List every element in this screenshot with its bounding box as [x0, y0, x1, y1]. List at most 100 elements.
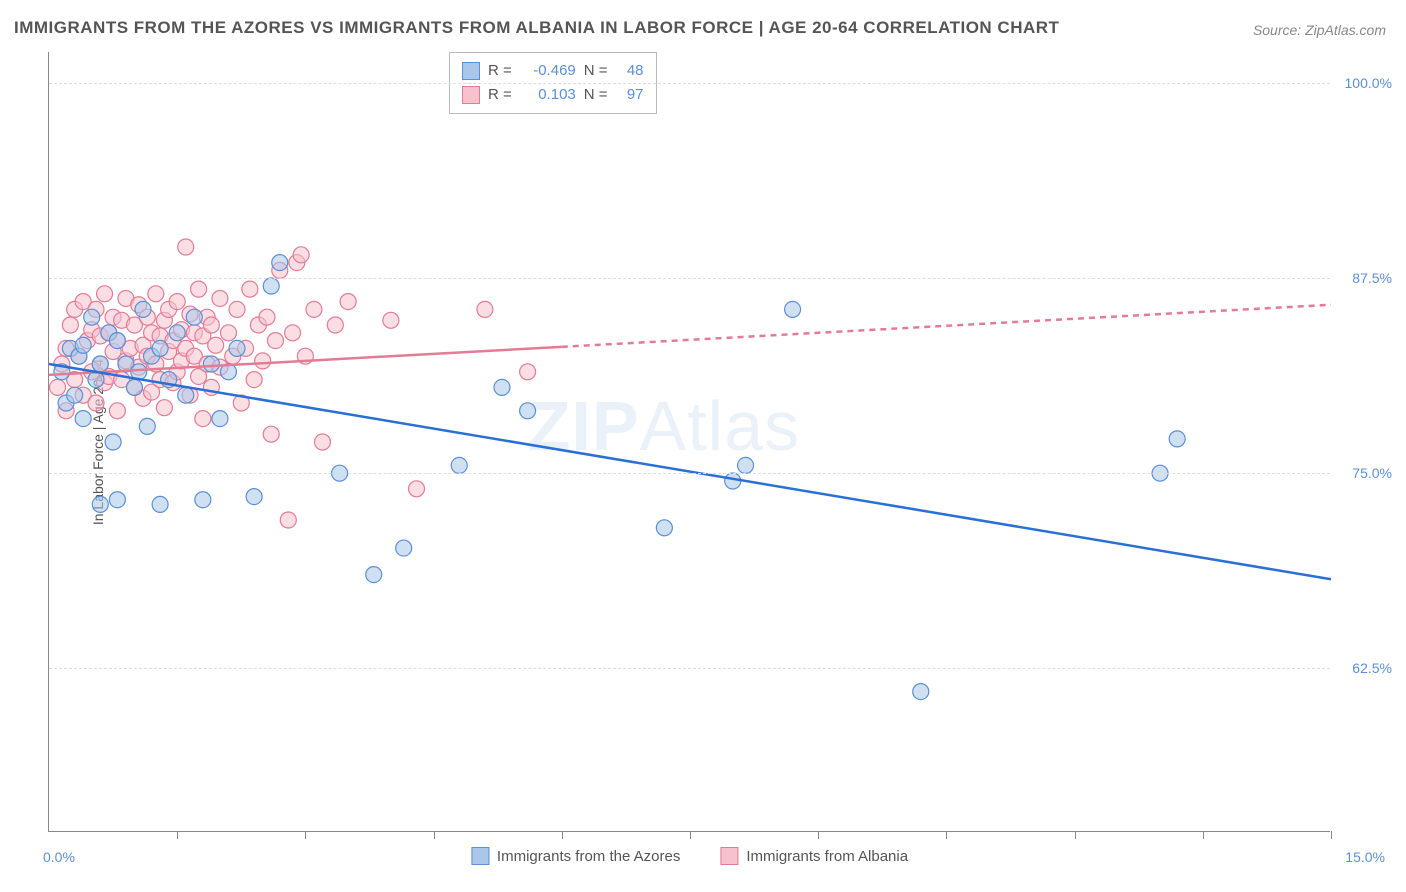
- x-tick: [434, 831, 435, 839]
- data-point: [152, 496, 168, 512]
- data-point: [139, 418, 155, 434]
- gridline: [49, 668, 1330, 669]
- legend-row-b: R = 0.103 N = 97: [462, 83, 644, 107]
- series-a-label: Immigrants from the Azores: [497, 848, 680, 865]
- data-point: [293, 247, 309, 263]
- data-point: [494, 379, 510, 395]
- data-point: [327, 317, 343, 333]
- y-tick-label: 87.5%: [1352, 270, 1392, 286]
- data-point: [105, 434, 121, 450]
- plot-area: In Labor Force | Age 20-64 ZIPAtlas R = …: [48, 52, 1330, 832]
- data-point: [212, 411, 228, 427]
- data-point: [477, 301, 493, 317]
- data-point: [738, 457, 754, 473]
- y-tick-label: 100.0%: [1345, 75, 1392, 91]
- data-point: [246, 489, 262, 505]
- data-point: [520, 364, 536, 380]
- data-point: [92, 356, 108, 372]
- data-point: [263, 426, 279, 442]
- x-tick: [1331, 831, 1332, 839]
- legend-swatch-b: [462, 86, 480, 104]
- legend-swatch-b-bottom: [720, 847, 738, 865]
- data-point: [785, 301, 801, 317]
- data-point: [259, 309, 275, 325]
- data-point: [520, 403, 536, 419]
- data-point: [451, 457, 467, 473]
- x-tick: [562, 831, 563, 839]
- data-point: [208, 337, 224, 353]
- data-point: [135, 301, 151, 317]
- data-point: [285, 325, 301, 341]
- data-point: [169, 294, 185, 310]
- x-tick: [177, 831, 178, 839]
- data-point: [272, 255, 288, 271]
- data-point: [186, 309, 202, 325]
- data-point: [84, 309, 100, 325]
- data-point: [75, 411, 91, 427]
- series-legend: Immigrants from the Azores Immigrants fr…: [471, 847, 908, 865]
- legend-swatch-a-bottom: [471, 847, 489, 865]
- data-point: [229, 340, 245, 356]
- data-point: [366, 567, 382, 583]
- data-point: [242, 281, 258, 297]
- data-point: [280, 512, 296, 528]
- data-point: [263, 278, 279, 294]
- x-tick: [305, 831, 306, 839]
- data-point: [178, 239, 194, 255]
- data-point: [220, 325, 236, 341]
- chart-container: IMMIGRANTS FROM THE AZORES VS IMMIGRANTS…: [0, 0, 1406, 892]
- data-point: [126, 379, 142, 395]
- data-point: [169, 325, 185, 341]
- legend-row-a: R = -0.469 N = 48: [462, 59, 644, 83]
- data-point: [396, 540, 412, 556]
- data-point: [67, 387, 83, 403]
- data-point: [191, 281, 207, 297]
- trend-line: [49, 364, 1331, 579]
- data-point: [267, 333, 283, 349]
- x-tick: [818, 831, 819, 839]
- y-tick-label: 75.0%: [1352, 465, 1392, 481]
- data-point: [203, 356, 219, 372]
- x-tick: [690, 831, 691, 839]
- scatter-svg: [49, 52, 1330, 831]
- legend-swatch-a: [462, 62, 480, 80]
- x-axis-min-label: 0.0%: [43, 849, 75, 865]
- data-point: [75, 337, 91, 353]
- x-tick: [1075, 831, 1076, 839]
- source-label: Source: ZipAtlas.com: [1253, 22, 1386, 38]
- data-point: [246, 372, 262, 388]
- x-tick: [1203, 831, 1204, 839]
- series-legend-a: Immigrants from the Azores: [471, 847, 680, 865]
- data-point: [109, 403, 125, 419]
- data-point: [229, 301, 245, 317]
- series-b-label: Immigrants from Albania: [746, 848, 908, 865]
- data-point: [109, 333, 125, 349]
- data-point: [148, 286, 164, 302]
- data-point: [913, 684, 929, 700]
- data-point: [62, 317, 78, 333]
- data-point: [203, 317, 219, 333]
- y-tick-label: 62.5%: [1352, 660, 1392, 676]
- data-point: [409, 481, 425, 497]
- data-point: [656, 520, 672, 536]
- data-point: [306, 301, 322, 317]
- data-point: [92, 496, 108, 512]
- data-point: [340, 294, 356, 310]
- x-tick: [946, 831, 947, 839]
- data-point: [1169, 431, 1185, 447]
- data-point: [212, 290, 228, 306]
- gridline: [49, 473, 1330, 474]
- chart-title: IMMIGRANTS FROM THE AZORES VS IMMIGRANTS…: [14, 18, 1059, 38]
- series-legend-b: Immigrants from Albania: [720, 847, 908, 865]
- data-point: [97, 286, 113, 302]
- data-point: [195, 411, 211, 427]
- data-point: [255, 353, 271, 369]
- data-point: [88, 395, 104, 411]
- data-point: [152, 340, 168, 356]
- data-point: [109, 492, 125, 508]
- data-point: [50, 379, 66, 395]
- data-point: [156, 400, 172, 416]
- data-point: [178, 387, 194, 403]
- trend-line: [562, 305, 1331, 347]
- data-point: [314, 434, 330, 450]
